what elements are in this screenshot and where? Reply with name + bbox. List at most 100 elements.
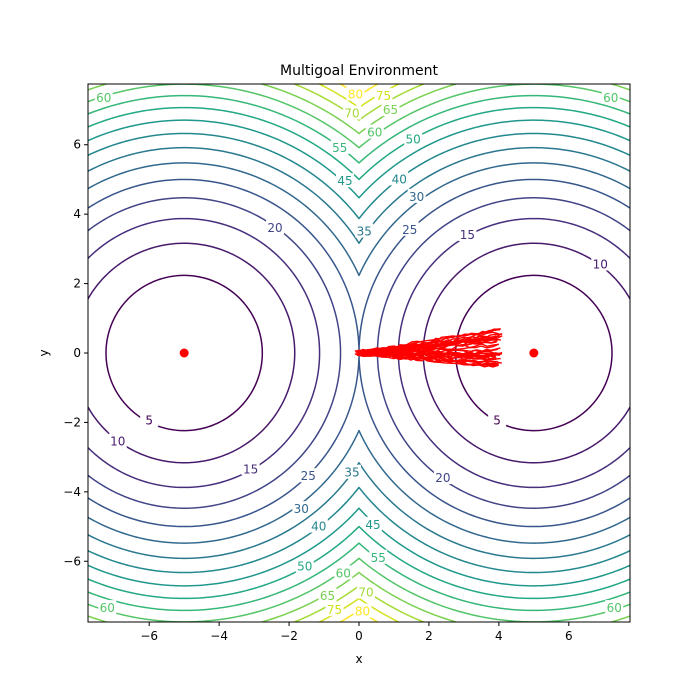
y-tick-label: 4 bbox=[73, 207, 81, 221]
contour-label: 60 bbox=[603, 91, 618, 105]
y-tick-label: 6 bbox=[73, 138, 81, 152]
contour-label: 65 bbox=[320, 589, 335, 603]
contour-label: 55 bbox=[332, 141, 347, 155]
contour-label: 25 bbox=[402, 223, 417, 237]
contour-line-50 bbox=[88, 106, 630, 600]
contour-label: 30 bbox=[294, 502, 309, 516]
contour-label: 10 bbox=[593, 257, 608, 271]
contour-label-bg bbox=[400, 221, 419, 236]
contour-label: 65 bbox=[383, 103, 398, 117]
contour-label-bg bbox=[605, 600, 624, 615]
contour-label-bg bbox=[363, 516, 382, 531]
contour-label: 35 bbox=[344, 466, 359, 480]
contour-label-bg bbox=[369, 549, 388, 564]
contour-label-bg bbox=[334, 565, 353, 580]
contour-line-40 bbox=[88, 132, 630, 574]
trajectory-line bbox=[359, 350, 497, 361]
contour-label-bg bbox=[295, 558, 314, 573]
y-tick-label: 2 bbox=[73, 277, 81, 291]
contour-label: 45 bbox=[337, 174, 352, 188]
contour-label-bg bbox=[325, 601, 344, 616]
contour-label: 5 bbox=[145, 414, 153, 428]
contour-label: 50 bbox=[297, 559, 312, 573]
goal-marker bbox=[179, 348, 189, 358]
contour-label-bg bbox=[365, 124, 384, 139]
contour-label: 25 bbox=[301, 469, 316, 483]
contour-label: 60 bbox=[367, 126, 382, 140]
contour-label: 70 bbox=[344, 107, 359, 121]
contour-label-bg bbox=[330, 140, 349, 155]
x-tick-label: −4 bbox=[210, 629, 228, 643]
contour-line-15 bbox=[88, 217, 630, 489]
contour-label-bg bbox=[355, 223, 374, 238]
goal-markers bbox=[179, 348, 539, 358]
contour-label-bg bbox=[374, 88, 393, 103]
y-axis-ticks: −6 −4 −2 0 2 4 6 bbox=[63, 138, 88, 568]
contour-label-bg bbox=[343, 105, 362, 120]
x-tick-label: 4 bbox=[495, 629, 503, 643]
contour-label: 20 bbox=[435, 471, 450, 485]
contour-label: 10 bbox=[110, 435, 125, 449]
trajectory-line bbox=[357, 347, 501, 356]
contour-label: 15 bbox=[460, 228, 475, 242]
contour-label-bg bbox=[356, 584, 375, 599]
y-axis-label: y bbox=[37, 349, 51, 356]
contour-label-bg bbox=[318, 587, 337, 602]
contour-label-bg bbox=[98, 600, 117, 615]
contour-label: 5 bbox=[493, 414, 501, 428]
contour-label: 80 bbox=[348, 87, 363, 101]
contour-label-bg bbox=[336, 173, 355, 188]
contour-label-bg bbox=[266, 220, 285, 235]
contour-label: 60 bbox=[96, 91, 111, 105]
y-tick-label: −4 bbox=[63, 485, 81, 499]
x-tick-label: 2 bbox=[425, 629, 433, 643]
x-tick-label: 0 bbox=[355, 629, 363, 643]
contour-label-bg bbox=[353, 603, 372, 618]
trajectory-line bbox=[360, 335, 503, 356]
contour-label-bg bbox=[299, 468, 318, 483]
contour-label-bg bbox=[390, 171, 409, 186]
contour-label-bg bbox=[241, 461, 260, 476]
contour-label: 35 bbox=[357, 225, 372, 239]
contour-label-bg bbox=[309, 518, 328, 533]
contour-label: 70 bbox=[358, 585, 373, 599]
contour-label-bg bbox=[407, 188, 426, 203]
contour-label: 60 bbox=[100, 601, 115, 615]
contour-label-bg bbox=[108, 433, 127, 448]
contour-line-10 bbox=[88, 242, 630, 464]
contour-label-bg bbox=[591, 256, 610, 271]
contour-label-bg bbox=[292, 501, 311, 516]
contour-label: 60 bbox=[336, 566, 351, 580]
y-tick-label: 0 bbox=[73, 346, 81, 360]
contour-label: 40 bbox=[311, 520, 326, 534]
contour-label-bg bbox=[140, 412, 159, 427]
contour-line-20 bbox=[88, 197, 630, 509]
x-tick-label: 6 bbox=[565, 629, 573, 643]
contour-label: 75 bbox=[376, 89, 391, 103]
contour-label-bg bbox=[404, 131, 423, 146]
chart-title: Multigoal Environment bbox=[280, 63, 438, 79]
y-tick-label: −6 bbox=[63, 554, 81, 568]
contour-label: 30 bbox=[409, 190, 424, 204]
x-axis-label: x bbox=[355, 652, 362, 666]
contour-label: 60 bbox=[607, 601, 622, 615]
contour-label-bg bbox=[601, 89, 620, 104]
contour-label: 45 bbox=[365, 518, 380, 532]
contour-line-25 bbox=[88, 178, 630, 528]
trajectory-line bbox=[358, 349, 496, 366]
contour-line-60 bbox=[88, 84, 630, 622]
contour-label-bg bbox=[458, 226, 477, 241]
contour-label: 40 bbox=[392, 172, 407, 186]
contour-label-bg bbox=[488, 412, 507, 427]
contour-label: 50 bbox=[406, 133, 421, 147]
contour-label-bg bbox=[381, 102, 400, 117]
contour-label: 20 bbox=[267, 221, 282, 235]
x-axis-ticks: −6 −4 −2 0 2 4 6 bbox=[140, 622, 573, 643]
contour-label-bg bbox=[346, 86, 365, 101]
x-tick-label: −2 bbox=[280, 629, 298, 643]
y-tick-label: −2 bbox=[63, 415, 81, 429]
contour-label-bg bbox=[94, 89, 113, 104]
contour-label: 15 bbox=[243, 462, 258, 476]
